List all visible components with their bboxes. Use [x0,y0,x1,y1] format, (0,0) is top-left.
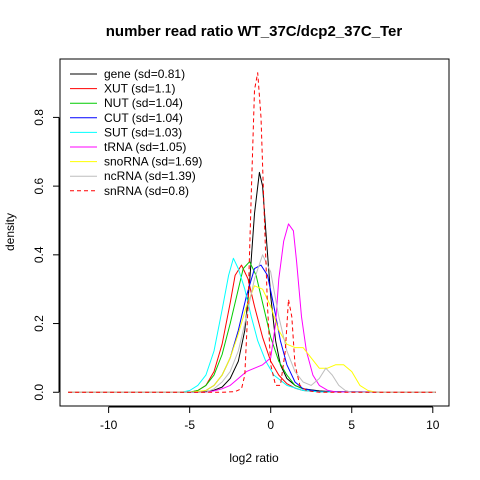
legend-label-5: tRNA (sd=1.05) [104,140,186,154]
legend-label-2: NUT (sd=1.04) [104,96,183,110]
density-curve-2 [68,261,437,393]
density-curve-1 [68,264,437,393]
plot-area [59,58,450,407]
legend-label-8: snRNA (sd=0.8) [104,184,189,198]
x-tick-label-3: 5 [348,418,355,432]
x-tick-label-0: -10 [100,418,118,432]
y-axis: 0.0 0.2 0.4 0.6 0.8 [32,109,60,401]
legend-label-7: ncRNA (sd=1.39) [104,169,196,183]
density-curve-7 [68,254,436,393]
x-axis: -10 -5 0 5 10 [100,406,440,432]
legend-label-4: SUT (sd=1.03) [104,125,182,139]
legend-label-3: CUT (sd=1.04) [104,111,183,125]
y-tick-label-1: 0.2 [32,315,46,332]
density-curve-0 [68,171,437,393]
density-curves [68,72,437,393]
chart-title: number read ratio WT_37C/dcp2_37C_Ter [106,23,403,40]
density-curve-4 [68,257,437,393]
legend-label-0: gene (sd=0.81) [104,67,185,81]
density-curve-5 [68,223,437,393]
density-curve-3 [68,264,437,393]
density-curve-8 [68,72,436,393]
legend-label-6: snoRNA (sd=1.69) [104,155,202,169]
density-curve-6 [68,285,436,393]
y-tick-label-0: 0.0 [32,384,46,401]
y-tick-label-3: 0.6 [32,177,46,194]
y-tick-label-2: 0.4 [32,246,46,263]
y-axis-label: density [3,213,17,251]
x-tick-label-1: -5 [184,418,195,432]
legend: gene (sd=0.81)XUT (sd=1.1)NUT (sd=1.04)C… [70,67,202,198]
y-tick-label-4: 0.8 [32,109,46,126]
x-axis-label: log2 ratio [229,451,279,465]
x-tick-label-2: 0 [267,418,274,432]
x-tick-label-4: 10 [426,418,440,432]
legend-label-1: XUT (sd=1.1) [104,82,175,96]
